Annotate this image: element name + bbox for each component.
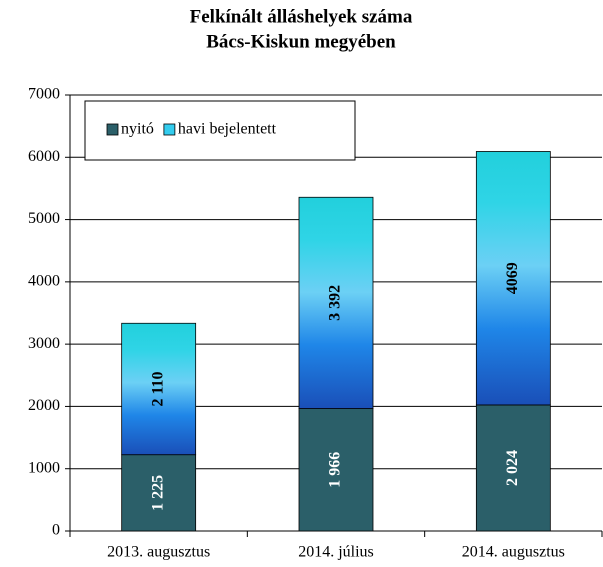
bar-segment: [475, 151, 551, 406]
x-tick-label: 2014. július: [298, 544, 374, 561]
bar-segment: [121, 322, 197, 456]
y-tick-label: 2000: [28, 397, 60, 414]
y-tick-label: 3000: [28, 335, 60, 352]
y-tick-label: 6000: [28, 148, 60, 165]
value-label: 4069: [504, 262, 521, 294]
legend-label: nyitó: [121, 121, 154, 138]
chart-title: Felkínált álláshelyek száma: [190, 6, 413, 27]
value-label: 1 225: [149, 475, 166, 511]
chart-subtitle: Bács-Kiskun megyében: [206, 31, 396, 52]
legend-swatch: [106, 123, 119, 136]
y-tick-label: 1000: [28, 459, 60, 476]
bar-segment: [298, 196, 374, 409]
y-tick-label: 7000: [28, 86, 60, 103]
y-tick-label: 5000: [28, 210, 60, 227]
bar-segment: [121, 454, 197, 532]
value-label: 3 392: [327, 285, 344, 321]
bar-segment: [298, 408, 374, 532]
legend-box: [84, 100, 356, 161]
value-label: 2 024: [504, 450, 521, 486]
x-tick-label: 2013. augusztus: [107, 544, 210, 561]
x-tick-label: 2014. augusztus: [462, 544, 565, 561]
y-tick-label: 4000: [28, 273, 60, 290]
y-tick-label: 0: [52, 522, 60, 539]
value-label: 1 966: [327, 452, 344, 488]
value-label: 2 110: [149, 371, 166, 406]
legend-label: havi bejelentett: [178, 121, 277, 138]
legend-swatch: [163, 123, 176, 136]
bar-segment: [475, 404, 551, 532]
